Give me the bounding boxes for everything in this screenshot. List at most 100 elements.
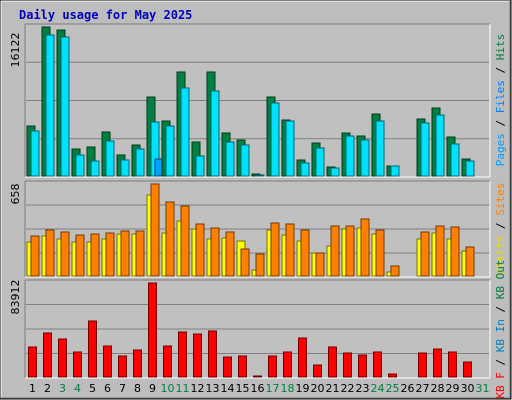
bar-kb-f-day-6 [103, 345, 112, 378]
bar-kb-f-day-15 [238, 355, 247, 378]
bar-files-day-7 [120, 159, 130, 177]
bar-sites-day-13 [210, 227, 220, 277]
bar-files-day-8 [135, 148, 145, 177]
day-label: 2 [44, 382, 51, 395]
day-label: 21 [326, 382, 340, 395]
panel-kb [24, 279, 491, 379]
bar-sites-day-11 [180, 205, 190, 277]
bar-files-day-17 [270, 102, 280, 177]
bar-kb-f-day-1 [28, 346, 37, 378]
day-label: 20 [311, 382, 325, 395]
x-axis-day-labels: 1 2 3 4 5 6 7 8 9 10 11 12 13 14 15 16 17 18 19 20 21 22 23 24 2… [29, 382, 490, 395]
bar-kb-f-day-2 [43, 332, 52, 378]
bar-files-day-10 [165, 125, 175, 177]
bar-kb-f-day-18 [283, 351, 292, 378]
day-label: 23 [356, 382, 370, 395]
bar-kb-f-day-7 [118, 355, 127, 378]
bar-kb-f-day-27 [418, 352, 427, 378]
bar-kb-f-day-9 [148, 282, 157, 378]
day-label: 18 [281, 382, 295, 395]
bar-files-day-20 [315, 147, 325, 177]
bar-kb-f-day-13 [208, 330, 217, 378]
legend-item-hits: Hits [494, 34, 507, 61]
bar-files-day-23 [360, 139, 370, 177]
day-label: 29 [446, 382, 460, 395]
bar-files-day-12 [195, 155, 205, 177]
legend-hits-files-pages: Pages / Files / Hits [494, 34, 507, 167]
day-label: 5 [89, 382, 96, 395]
bar-sites-day-12 [195, 223, 205, 277]
bar-kb-f-day-11 [178, 331, 187, 378]
panel-hits-files-pages [24, 23, 491, 178]
day-label: 12 [191, 382, 205, 395]
bar-files-day-16 [255, 174, 265, 177]
bar-sites-day-9 [150, 183, 160, 277]
legend-separator: / [494, 299, 507, 319]
bar-files-day-19 [300, 162, 310, 177]
day-label: 26 [401, 382, 415, 395]
bar-sites-day-2 [45, 229, 55, 277]
bar-kb-f-day-24 [373, 351, 382, 378]
legend-item-pages: Pages [494, 133, 507, 166]
ymax-label-hits: 16122 [9, 33, 22, 68]
day-label: 22 [341, 382, 355, 395]
bar-kb-f-day-5 [88, 320, 97, 378]
bar-kb-f-day-21 [328, 346, 337, 378]
bar-files-day-25 [390, 165, 400, 177]
legend-item-kb-out: KB Out [494, 259, 507, 299]
day-label: 19 [296, 382, 310, 395]
bar-files-day-11 [180, 87, 190, 177]
bar-kb-f-day-22 [343, 352, 352, 378]
bar-kb-f-day-19 [298, 337, 307, 378]
bar-kb-f-day-8 [133, 349, 142, 378]
bar-files-day-1 [30, 130, 40, 177]
bar-kb-f-day-4 [73, 351, 82, 378]
day-label: 24 [371, 382, 385, 395]
bar-sites-day-10 [165, 201, 175, 277]
bar-sites-day-3 [60, 231, 70, 277]
bar-files-day-15 [240, 144, 250, 177]
bar-kb-f-day-16 [253, 375, 262, 378]
bar-sites-day-6 [105, 232, 115, 277]
bar-files-day-30 [465, 160, 475, 177]
ymax-label-visits: 658 [9, 184, 22, 205]
bar-files-day-27 [420, 122, 430, 177]
day-label: 30 [461, 382, 475, 395]
bar-kb-f-day-29 [448, 351, 457, 378]
bar-sites-day-19 [300, 229, 310, 277]
bar-sites-day-14 [225, 231, 235, 277]
day-label: 28 [431, 382, 445, 395]
bar-sites-day-23 [360, 218, 370, 277]
legend-item-kb-in: KB In [494, 319, 507, 352]
ymax-label-kb: 83912 [9, 280, 22, 315]
bar-sites-day-25 [390, 265, 400, 277]
bar-kb-f-day-3 [58, 338, 67, 378]
bar-sites-day-18 [285, 223, 295, 277]
bar-files-day-28 [435, 114, 445, 177]
bar-files-day-22 [345, 135, 355, 177]
bar-sites-day-30 [465, 246, 475, 277]
day-label: 7 [119, 382, 126, 395]
day-label: 10 [161, 382, 175, 395]
chart-title: Daily usage for May 2025 [19, 8, 192, 22]
legend-text: Visits / Sites [494, 183, 507, 276]
panel-visits-sites [24, 180, 491, 278]
day-label: 4 [74, 382, 81, 395]
bar-kb-f-day-12 [193, 333, 202, 378]
bar-files-day-2 [45, 34, 55, 177]
bar-sites-day-29 [450, 226, 460, 277]
legend-text: KB F / KB In / KB Out [494, 259, 507, 398]
bar-sites-day-8 [135, 230, 145, 277]
bar-kb-f-day-23 [358, 354, 367, 378]
day-label: 16 [251, 382, 265, 395]
bar-sites-day-5 [90, 233, 100, 277]
bar-files-day-5 [90, 160, 100, 177]
day-label: 9 [149, 382, 156, 395]
bar-sites-day-22 [345, 225, 355, 277]
day-label: 3 [59, 382, 66, 395]
bar-sites-day-4 [75, 234, 85, 277]
day-label: 6 [104, 382, 111, 395]
bar-kb-f-day-25 [388, 373, 397, 378]
bar-files-day-4 [75, 154, 85, 177]
legend-kb: KB F / KB In / KB Out [494, 259, 507, 398]
